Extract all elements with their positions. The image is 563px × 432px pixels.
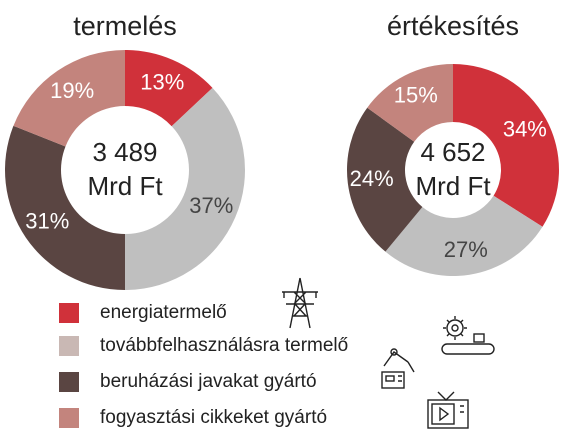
chart-title: termelés — [73, 11, 177, 41]
chart-title: értékesítés — [387, 11, 519, 41]
value-label: 27% — [444, 237, 488, 262]
legend-label: fogyasztási cikkeket gyártó — [100, 407, 327, 428]
pylon-icon — [282, 277, 318, 329]
donut-segment — [453, 64, 559, 227]
donut-segment — [347, 107, 423, 252]
value-label: 34% — [503, 116, 547, 141]
center-label: Mrd Ft — [87, 171, 163, 201]
center-label: Mrd Ft — [415, 171, 491, 201]
value-label: 37% — [189, 193, 233, 218]
donut-segment — [13, 50, 126, 147]
legend-swatch — [59, 372, 79, 392]
legend-label: energiatermelő — [100, 302, 227, 323]
legend-swatch — [59, 336, 79, 356]
legend-label: beruházási javakat gyártó — [100, 371, 317, 392]
robot-arm-icon — [381, 348, 415, 389]
donut-segment — [367, 64, 453, 142]
legend-swatch — [59, 303, 79, 323]
tv-icon — [427, 391, 469, 429]
value-label: 31% — [25, 209, 69, 234]
donut-segment — [125, 87, 246, 291]
gear-conveyor-icon — [441, 316, 495, 355]
center-label: 4 652 — [420, 137, 485, 167]
value-label: 19% — [50, 78, 94, 103]
value-label: 24% — [350, 166, 394, 191]
value-label: 13% — [140, 70, 184, 95]
donut-segment — [125, 50, 213, 127]
donut-segment — [385, 195, 543, 277]
value-label: 15% — [394, 83, 438, 108]
donut-segment — [4, 125, 126, 291]
center-label: 3 489 — [92, 137, 157, 167]
legend-label: továbbfelhasználásra termelő — [100, 335, 348, 356]
legend-swatch — [59, 408, 79, 428]
